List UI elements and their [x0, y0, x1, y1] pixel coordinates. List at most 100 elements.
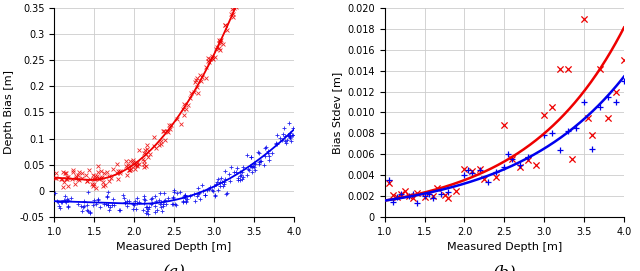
Point — [232, 175, 243, 180]
Point — [284, 134, 294, 138]
Point — [195, 196, 205, 201]
Point — [284, 121, 294, 125]
Point — [76, 204, 86, 208]
Point — [85, 209, 95, 214]
Point — [412, 191, 422, 195]
Point — [440, 193, 450, 197]
Point — [383, 178, 394, 182]
Point — [50, 176, 60, 180]
Point — [255, 159, 265, 164]
Point — [100, 202, 111, 206]
Point — [571, 126, 581, 130]
Point — [50, 191, 60, 195]
Point — [403, 194, 413, 198]
Point — [156, 204, 166, 209]
Point — [555, 148, 565, 152]
Point — [198, 189, 208, 193]
Point — [254, 151, 264, 156]
Point — [246, 164, 256, 168]
Point — [236, 173, 246, 177]
Point — [134, 200, 144, 205]
Point — [129, 163, 140, 167]
Point — [92, 196, 102, 201]
Point — [154, 143, 164, 147]
Point — [126, 164, 136, 168]
Point — [260, 146, 270, 150]
Point — [104, 205, 115, 209]
Point — [122, 173, 132, 177]
Y-axis label: Depth Bias [m]: Depth Bias [m] — [4, 70, 14, 154]
Point — [79, 199, 89, 204]
Point — [181, 200, 191, 204]
Point — [579, 16, 589, 21]
Point — [267, 151, 277, 156]
Point — [399, 189, 410, 193]
Point — [224, 172, 234, 176]
Point — [233, 178, 243, 182]
Point — [125, 159, 135, 164]
Point — [134, 162, 144, 166]
Point — [212, 187, 223, 192]
Point — [235, 170, 245, 174]
Point — [183, 102, 193, 107]
Point — [595, 66, 605, 71]
Point — [158, 204, 168, 208]
Point — [100, 183, 110, 187]
Point — [108, 197, 118, 202]
Point — [619, 58, 629, 63]
Point — [603, 95, 613, 99]
Point — [112, 162, 122, 166]
Point — [181, 199, 191, 203]
Point — [232, 166, 243, 170]
Point — [195, 73, 205, 78]
Point — [93, 198, 104, 202]
Point — [128, 160, 138, 164]
Point — [282, 137, 292, 142]
Point — [122, 199, 132, 204]
Point — [222, 191, 232, 195]
Point — [383, 181, 394, 186]
Point — [197, 75, 207, 80]
Point — [93, 170, 103, 175]
Point — [52, 199, 62, 204]
Point — [403, 194, 413, 198]
Point — [523, 155, 533, 160]
Point — [118, 193, 128, 197]
Point — [138, 165, 148, 170]
Point — [515, 164, 525, 169]
Point — [238, 165, 248, 170]
Point — [150, 204, 160, 208]
Point — [280, 140, 291, 145]
Point — [463, 168, 474, 172]
Point — [492, 175, 502, 179]
Point — [83, 209, 93, 213]
Point — [131, 167, 141, 172]
Point — [159, 129, 169, 133]
Point — [220, 169, 230, 173]
Point — [108, 167, 118, 172]
Point — [392, 195, 402, 199]
Point — [106, 176, 116, 180]
Point — [215, 39, 225, 43]
Point — [156, 138, 166, 143]
Point — [227, 11, 237, 16]
Point — [215, 184, 225, 188]
Point — [146, 201, 156, 206]
Point — [247, 170, 257, 174]
Point — [62, 177, 72, 181]
Point — [396, 192, 406, 196]
Point — [84, 211, 95, 215]
Point — [132, 196, 143, 201]
Point — [111, 170, 122, 175]
Point — [147, 197, 157, 201]
Point — [271, 142, 281, 146]
Point — [124, 168, 134, 172]
Point — [245, 164, 255, 168]
Point — [476, 168, 486, 172]
Point — [186, 91, 196, 96]
Point — [139, 197, 149, 201]
Point — [164, 123, 174, 127]
Point — [213, 177, 223, 181]
Point — [555, 66, 565, 71]
Point — [388, 193, 398, 197]
